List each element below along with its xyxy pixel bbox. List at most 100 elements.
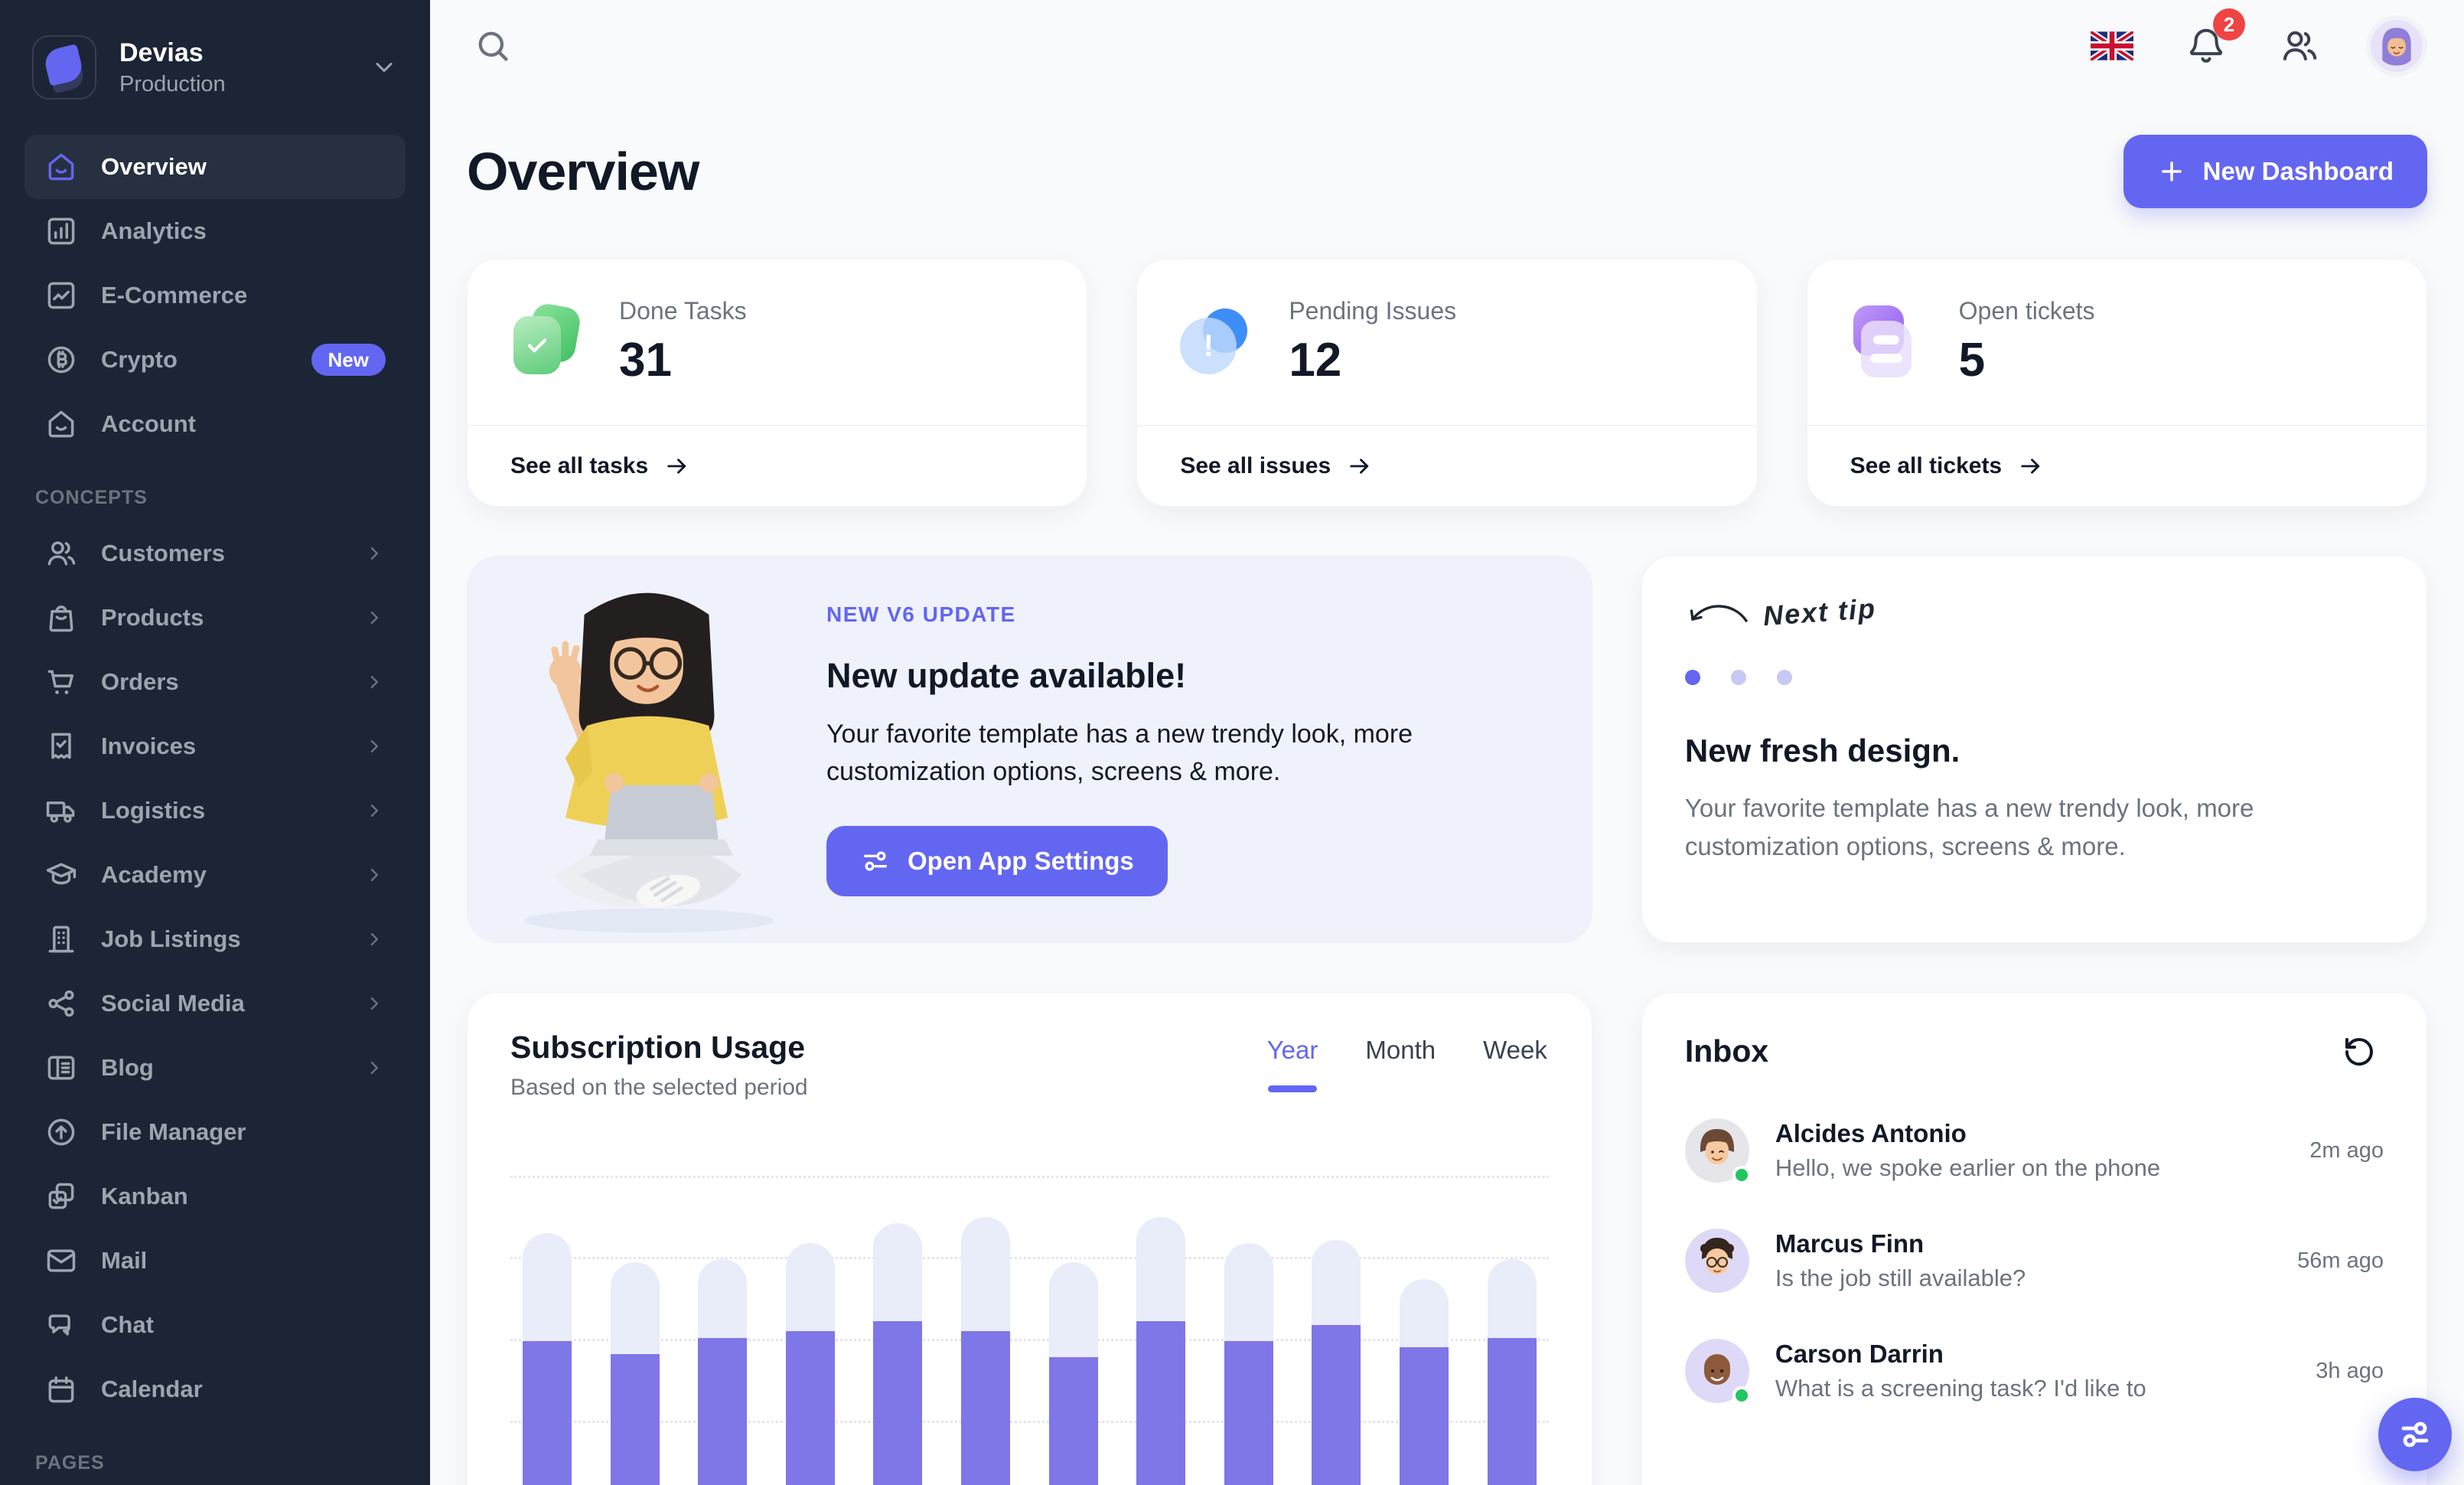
sidebar-item-label: Crypto	[101, 346, 178, 373]
woman-with-laptop-illustration	[497, 585, 796, 937]
inbox-sender-name: Carson Darrin	[1775, 1340, 1944, 1368]
sliders-icon	[860, 846, 891, 876]
sidebar-item-customers[interactable]: Customers	[24, 521, 406, 586]
usage-bar-used	[785, 1331, 835, 1485]
usage-tab-month[interactable]: Month	[1364, 1036, 1437, 1092]
notification-badge: 2	[2213, 8, 2245, 41]
usage-bar	[961, 1217, 1011, 1485]
inbox-item[interactable]: Marcus Finn Is the job still available? 56…	[1684, 1206, 2384, 1316]
search-icon[interactable]	[467, 20, 519, 72]
sidebar-item-orders[interactable]: Orders	[24, 650, 406, 714]
sidebar-item-calendar[interactable]: Calendar	[24, 1357, 406, 1421]
usage-bar-used	[1048, 1357, 1098, 1485]
stat-value: 12	[1289, 334, 1342, 387]
chevron-right-icon	[363, 799, 386, 822]
arrow-right-icon	[1346, 452, 1374, 480]
usage-title: Subscription Usage	[510, 1030, 806, 1065]
line-chart-icon	[44, 279, 78, 312]
sidebar-item-academy[interactable]: Academy	[24, 843, 406, 907]
banner-title: New update available!	[826, 655, 1187, 695]
tip-dot[interactable]	[1730, 670, 1746, 685]
truck-icon	[44, 794, 78, 827]
usage-tab-year[interactable]: Year	[1266, 1036, 1320, 1092]
sidebar-item-products[interactable]: Products	[24, 586, 406, 650]
sidebar-item-social-media[interactable]: Social Media	[24, 971, 406, 1036]
refresh-icon[interactable]	[2335, 1026, 2384, 1075]
banner-body: Your favorite template has a new trendy …	[826, 719, 1413, 786]
usage-bar	[1400, 1279, 1449, 1485]
stat-card: Done Tasks 31 See all tasks	[467, 259, 1088, 507]
page-title: Overview	[467, 142, 699, 201]
chat-bubbles-icon	[44, 1308, 78, 1342]
sidebar-item-label: Chat	[101, 1311, 154, 1338]
layout-news-icon	[44, 1051, 78, 1085]
sidebar-item-crypto[interactable]: Crypto New	[24, 328, 406, 392]
stat-card: Open tickets 5 See all tickets	[1806, 259, 2427, 507]
chevron-right-icon	[363, 1056, 386, 1079]
workspace-switcher[interactable]: Devias Production	[24, 31, 406, 104]
next-tip-label: Next tip	[1762, 592, 1878, 632]
avatar	[1684, 1339, 1751, 1405]
workspace-environment: Production	[119, 71, 226, 96]
sidebar-item-label: Logistics	[101, 797, 206, 824]
see-all-link[interactable]: See all tasks	[468, 426, 1087, 506]
sidebar-item-blog[interactable]: Blog	[24, 1036, 406, 1100]
inbox-message-preview: What is a screening task? I'd like to	[1775, 1375, 2146, 1402]
uk-flag-icon[interactable]	[2084, 25, 2140, 67]
sidebar-item-label: Customers	[101, 540, 225, 566]
contacts-icon[interactable]	[2273, 19, 2326, 73]
ticket-doc-icon	[1850, 305, 1924, 379]
sidebar-item-job-listings[interactable]: Job Listings	[24, 907, 406, 971]
tip-pagination-dots[interactable]	[1684, 670, 2384, 685]
usage-bar	[785, 1243, 835, 1485]
tip-dot[interactable]	[1684, 670, 1700, 685]
chevron-down-icon	[370, 54, 398, 81]
stat-label: Done Tasks	[619, 297, 747, 325]
inbox-item[interactable]: Alcides Antonio Hello, we spoke earlier o…	[1684, 1095, 2384, 1206]
inbox-item[interactable]: Carson Darrin What is a screening task? I…	[1684, 1316, 2384, 1426]
sidebar-item-e-commerce[interactable]: E-Commerce	[24, 263, 406, 328]
tip-dot[interactable]	[1776, 670, 1792, 685]
inbox-card: Inbox Alcides Antonio Hello, we spoke ear…	[1641, 992, 2427, 1485]
sidebar-item-chat[interactable]: Chat	[24, 1293, 406, 1357]
tip-title: New fresh design.	[1684, 733, 1960, 769]
usage-bar	[1312, 1240, 1361, 1485]
new-dashboard-button[interactable]: New Dashboard	[2123, 135, 2427, 208]
new-badge: New	[311, 344, 386, 376]
sidebar-item-label: Job Listings	[101, 925, 241, 952]
usage-bar	[1048, 1262, 1098, 1485]
see-all-link[interactable]: See all issues	[1137, 426, 1756, 506]
sidebar-item-mail[interactable]: Mail	[24, 1229, 406, 1293]
usage-bar-chart	[510, 1124, 1549, 1485]
sidebar-item-file-manager[interactable]: File Manager	[24, 1100, 406, 1164]
arrow-right-icon	[2017, 452, 2045, 480]
usage-bar	[873, 1223, 923, 1485]
sidebar-item-overview[interactable]: Overview	[24, 135, 406, 199]
user-avatar[interactable]	[2366, 15, 2427, 77]
avatar	[1684, 1118, 1751, 1184]
chevron-right-icon	[363, 928, 386, 951]
sidebar-item-label: File Manager	[101, 1118, 246, 1145]
content: Overview New Dashboard Done Tasks 31 See a…	[430, 92, 2464, 1485]
sidebar-item-kanban[interactable]: Kanban	[24, 1164, 406, 1229]
sidebar-item-invoices[interactable]: Invoices	[24, 714, 406, 778]
bell-icon[interactable]	[2179, 19, 2233, 73]
chevron-right-icon	[363, 863, 386, 886]
see-all-link[interactable]: See all tickets	[1807, 426, 2427, 506]
devias-logo	[32, 35, 96, 100]
settings-sliders-icon[interactable]	[2378, 1398, 2452, 1471]
inbox-sender-name: Marcus Finn	[1775, 1229, 1925, 1258]
sidebar-item-account[interactable]: Account	[24, 392, 406, 456]
stat-value: 31	[619, 334, 672, 387]
tasks-check-icon	[510, 302, 584, 379]
open-app-settings-button[interactable]: Open App Settings	[826, 826, 1168, 897]
sidebar-item-logistics[interactable]: Logistics	[24, 778, 406, 843]
shopping-bag-icon	[44, 601, 78, 635]
sidebar-item-label: Kanban	[101, 1183, 188, 1209]
sidebar-item-analytics[interactable]: Analytics	[24, 199, 406, 263]
usage-period-tabs: Year Month Week	[1266, 1036, 1549, 1092]
sidebar-nav: Overview Analytics E-Commerce Crypto New Acco…	[24, 135, 406, 1485]
usage-bar	[1487, 1259, 1537, 1485]
usage-bar	[610, 1262, 660, 1485]
usage-tab-week[interactable]: Week	[1481, 1036, 1549, 1092]
